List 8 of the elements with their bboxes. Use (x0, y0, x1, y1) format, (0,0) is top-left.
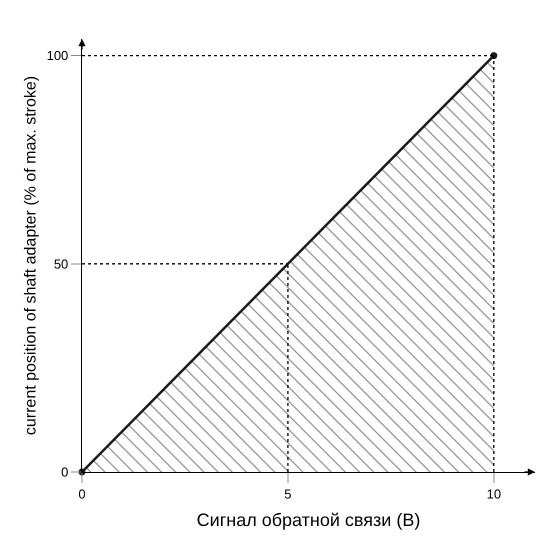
x-tick-label: 0 (78, 486, 86, 502)
y-tick-label: 50 (54, 256, 68, 272)
y-tick-label: 0 (61, 464, 68, 480)
y-axis-title: current position of shaft adapter (% of max. stroke) (22, 76, 40, 436)
x-tick-label: 10 (486, 486, 502, 502)
y-tick-label: 100 (46, 48, 68, 64)
x-tick-label: 5 (284, 486, 292, 502)
x-axis-title: Сигнал обратной связи (В) (196, 510, 420, 530)
